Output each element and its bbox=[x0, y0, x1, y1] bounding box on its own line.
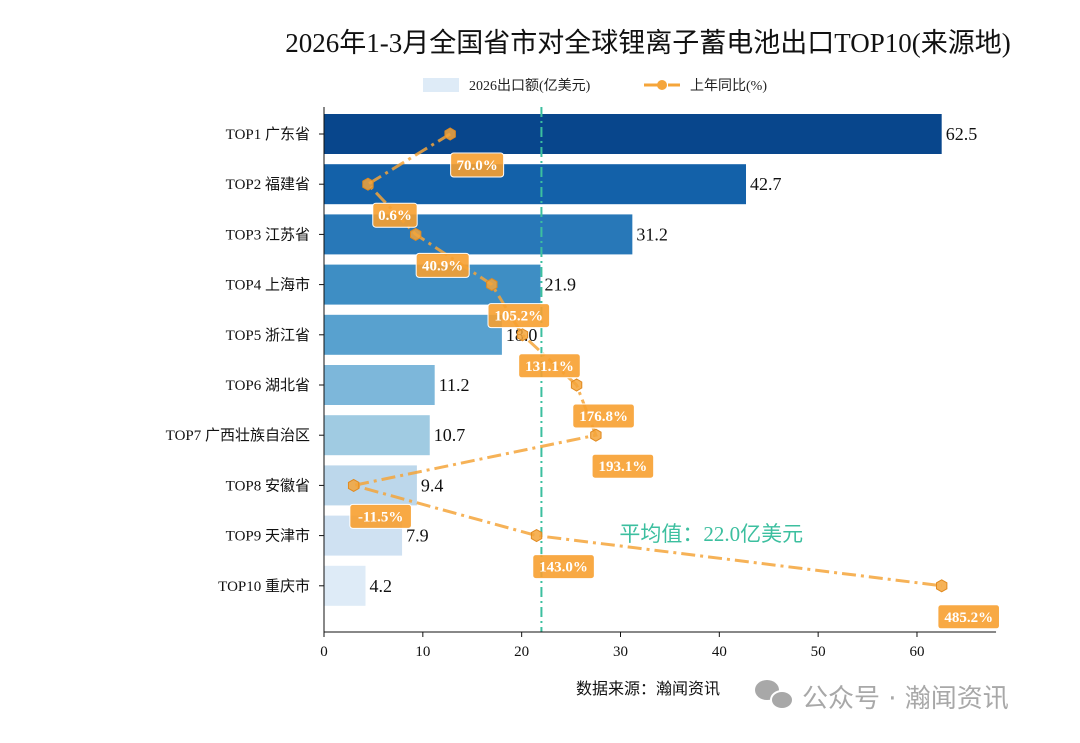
legend-bar-swatch bbox=[423, 78, 459, 92]
bar-value-label: 10.7 bbox=[434, 425, 466, 445]
yoy-label-box bbox=[937, 604, 1000, 630]
yoy-label: 40.9% bbox=[422, 258, 463, 274]
yoy-label-box bbox=[518, 353, 581, 379]
category-label: TOP1 广东省 bbox=[226, 126, 310, 143]
yoy-label: 143.0% bbox=[539, 560, 588, 576]
yoy-label-box bbox=[572, 403, 635, 429]
yoy-label: -11.5% bbox=[358, 509, 403, 525]
yoy-marker bbox=[935, 579, 948, 593]
bar-value-label: 11.2 bbox=[439, 375, 470, 395]
bar bbox=[324, 164, 747, 205]
category-label: TOP7 广西壮族自治区 bbox=[166, 427, 310, 444]
chart-title: 2026年1-3月全国省市对全球锂离子蓄电池出口TOP10(来源地) bbox=[285, 28, 1011, 58]
bar-value-label: 42.7 bbox=[750, 174, 782, 194]
yoy-label-box bbox=[372, 202, 418, 228]
yoy-label-box bbox=[532, 554, 595, 580]
yoy-marker bbox=[530, 529, 543, 543]
x-tick-label: 50 bbox=[811, 644, 826, 660]
bar bbox=[324, 365, 435, 405]
yoy-marker bbox=[516, 328, 529, 342]
bar bbox=[324, 565, 366, 606]
watermark-text: 公众号 · 瀚闻资讯 bbox=[802, 684, 1009, 714]
watermark: 公众号 · 瀚闻资讯 bbox=[755, 680, 1009, 714]
average-label: 平均值：22.0亿美元 bbox=[619, 522, 803, 546]
legend: 2026出口额(亿美元) 上年同比(%) bbox=[423, 78, 767, 94]
yoy-label: 70.0% bbox=[457, 158, 498, 174]
yoy-label: 105.2% bbox=[494, 309, 543, 325]
yoy-marker bbox=[486, 278, 498, 292]
bar bbox=[324, 214, 633, 255]
yoy-label-box bbox=[349, 503, 412, 529]
source-note: 数据来源：瀚闻资讯 bbox=[576, 680, 720, 698]
x-tick-label: 10 bbox=[415, 644, 430, 660]
bar-value-label: 62.5 bbox=[946, 124, 978, 144]
yoy-marker bbox=[590, 428, 602, 442]
bar-value-label: 9.4 bbox=[421, 475, 444, 495]
yoy-label: 176.8% bbox=[579, 409, 628, 425]
yoy-label-box bbox=[591, 453, 655, 479]
yoy-label: 0.6% bbox=[378, 208, 412, 224]
bar-value-label: 21.9 bbox=[544, 275, 576, 295]
yoy-marker bbox=[409, 227, 422, 241]
bar-value-label: 7.9 bbox=[406, 526, 429, 546]
bar bbox=[324, 415, 430, 456]
yoy-label-box bbox=[450, 152, 505, 178]
legend-line-marker bbox=[657, 80, 667, 90]
yoy-marker bbox=[570, 378, 583, 392]
bar bbox=[324, 114, 942, 154]
category-label: TOP5 浙江省 bbox=[226, 327, 310, 344]
legend-bar-label: 2026出口额(亿美元) bbox=[469, 78, 591, 94]
yoy-label: 193.1% bbox=[598, 459, 647, 475]
category-label: TOP2 福建省 bbox=[226, 176, 310, 193]
legend-line-label: 上年同比(%) bbox=[690, 78, 767, 94]
yoy-label-box bbox=[487, 303, 551, 329]
x-tick-label: 30 bbox=[613, 644, 628, 660]
category-label: TOP8 安徽省 bbox=[226, 477, 310, 494]
category-label: TOP3 江苏省 bbox=[226, 226, 310, 243]
yoy-marker bbox=[444, 127, 456, 141]
x-tick-label: 20 bbox=[514, 644, 529, 660]
x-tick-label: 40 bbox=[712, 644, 727, 660]
category-label: TOP4 上海市 bbox=[226, 277, 310, 294]
yoy-label: 485.2% bbox=[944, 610, 993, 626]
bar-value-label: 4.2 bbox=[370, 576, 393, 596]
bar bbox=[324, 314, 502, 355]
x-tick-label: 0 bbox=[320, 644, 328, 660]
yoy-marker bbox=[362, 177, 374, 191]
category-label: TOP6 湖北省 bbox=[226, 377, 310, 394]
yoy-marker bbox=[347, 478, 360, 492]
x-tick-label: 60 bbox=[909, 644, 924, 660]
yoy-label-box bbox=[415, 252, 470, 278]
wechat-icon bbox=[755, 680, 794, 710]
bar-value-label: 31.2 bbox=[636, 224, 668, 244]
category-label: TOP9 天津市 bbox=[226, 528, 310, 545]
category-label: TOP10 重庆市 bbox=[218, 578, 310, 595]
yoy-label: 131.1% bbox=[525, 359, 574, 375]
